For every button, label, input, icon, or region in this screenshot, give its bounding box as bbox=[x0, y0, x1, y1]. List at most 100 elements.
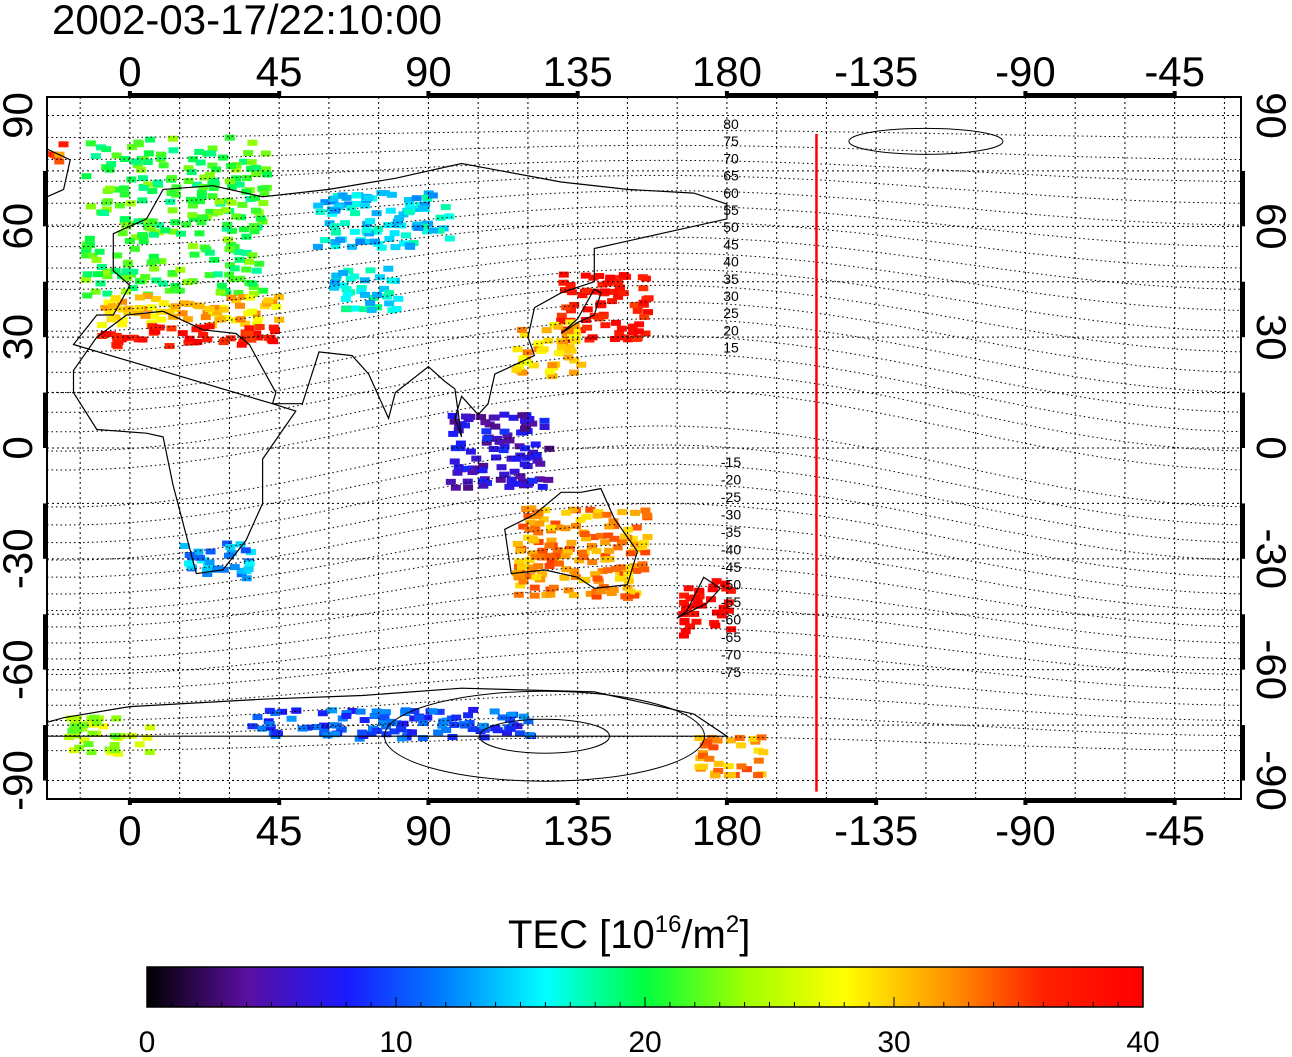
tec-cell bbox=[428, 227, 439, 234]
tec-cell bbox=[526, 505, 537, 512]
colorbar-title-sup: 16 bbox=[655, 911, 682, 938]
tec-cell bbox=[571, 330, 582, 337]
tec-cell bbox=[433, 729, 444, 736]
tec-cell bbox=[1, 139, 11, 145]
tec-cell bbox=[561, 304, 572, 311]
tec-cell bbox=[127, 144, 138, 151]
tec-cell bbox=[537, 483, 548, 490]
coastline bbox=[72, 162, 728, 575]
tec-cell bbox=[145, 724, 156, 731]
tec-cell bbox=[247, 723, 258, 730]
tec-cell bbox=[92, 271, 103, 278]
tec-cell bbox=[391, 306, 402, 313]
tec-cell bbox=[183, 178, 194, 185]
tec-cell bbox=[218, 566, 229, 573]
tec-cell bbox=[207, 162, 218, 169]
tec-cell bbox=[488, 414, 499, 421]
tec-cell bbox=[2, 482, 12, 488]
tec-cell bbox=[119, 191, 130, 198]
tec-cell bbox=[592, 575, 603, 582]
tec-cell bbox=[545, 591, 556, 598]
tec-cell bbox=[637, 561, 648, 568]
tec-cell bbox=[561, 566, 572, 573]
magnetic-latitude-label: 65 bbox=[723, 168, 739, 184]
tec-cell bbox=[434, 227, 445, 234]
tec-cell bbox=[580, 317, 591, 324]
tec-cell bbox=[271, 303, 282, 310]
tec-cell bbox=[13, 633, 23, 639]
tec-cell bbox=[384, 290, 395, 297]
top-longitude-tick-label: 45 bbox=[256, 48, 303, 95]
tec-cell bbox=[447, 412, 458, 419]
left-latitude-ticks: 90 60 30 0 -30 -60 -90 bbox=[0, 92, 41, 811]
tec-cell bbox=[186, 169, 197, 176]
right-latitude-tick-label: 30 bbox=[1248, 314, 1292, 361]
tec-cell bbox=[128, 334, 139, 341]
tec-cell bbox=[521, 454, 532, 461]
tec-cell bbox=[202, 309, 213, 316]
tec-cell bbox=[90, 153, 101, 160]
bottom-longitude-tick-label: 90 bbox=[405, 807, 452, 854]
tec-cell bbox=[221, 225, 232, 232]
tec-cell bbox=[467, 726, 478, 733]
frame-tick bbox=[127, 91, 132, 97]
coastlines bbox=[47, 148, 729, 737]
magnetic-contour bbox=[47, 463, 1241, 544]
tec-cell bbox=[140, 274, 151, 281]
tec-cell bbox=[420, 201, 431, 208]
tec-cell bbox=[758, 749, 769, 756]
colorbar-ticks: 0 10 20 30 40 bbox=[139, 997, 1160, 1057]
tec-cell bbox=[585, 590, 596, 597]
tec-cell bbox=[94, 248, 105, 255]
tec-cell bbox=[207, 193, 218, 200]
magnetic-latitude-label: -30 bbox=[721, 507, 741, 523]
tec-cell bbox=[713, 760, 724, 767]
tec-cell bbox=[125, 200, 136, 207]
tec-cell bbox=[385, 207, 396, 214]
tec-cell bbox=[258, 287, 269, 294]
tec-cell bbox=[356, 288, 367, 295]
tec-cell bbox=[694, 587, 705, 594]
tec-cell bbox=[504, 716, 515, 723]
tec-cell bbox=[373, 225, 384, 232]
tec-cell bbox=[359, 202, 370, 209]
coastline bbox=[47, 687, 729, 737]
tec-cell bbox=[195, 159, 206, 166]
tec-cell bbox=[329, 722, 340, 729]
tec-cell bbox=[347, 707, 358, 714]
tec-cell bbox=[538, 346, 549, 353]
right-latitude-tick-label: -90 bbox=[1248, 750, 1292, 811]
tec-cell bbox=[575, 516, 586, 523]
tec-cell bbox=[260, 150, 271, 157]
magnetic-contour bbox=[47, 606, 1241, 660]
tec-cell bbox=[612, 544, 623, 551]
tec-cell bbox=[394, 215, 405, 222]
magnetic-latitude-label: 45 bbox=[723, 236, 739, 252]
tec-cell bbox=[679, 599, 690, 606]
colorbar-title-prefix: TEC [10 bbox=[508, 913, 655, 957]
tec-cell bbox=[137, 197, 148, 204]
tec-cell bbox=[351, 192, 362, 199]
tec-cell bbox=[536, 554, 547, 561]
tec-cell bbox=[344, 201, 355, 208]
tec-cell bbox=[629, 563, 640, 570]
tec-cell bbox=[450, 484, 461, 491]
tec-cell bbox=[600, 288, 611, 295]
magnetic-latitude-label: 35 bbox=[723, 271, 739, 287]
top-longitude-ticks: 0 45 90 135 180 -135 -90 -45 bbox=[118, 48, 1205, 95]
tec-cell bbox=[96, 322, 107, 329]
tec-cell bbox=[602, 567, 613, 574]
tec-cell bbox=[265, 724, 276, 731]
tec-cell bbox=[488, 446, 499, 453]
tec-cell bbox=[642, 533, 653, 540]
tec-cell bbox=[247, 139, 258, 146]
tec-cell bbox=[708, 744, 719, 751]
tec-cell bbox=[208, 184, 219, 191]
tec-cell bbox=[522, 481, 533, 488]
tec-cell bbox=[199, 324, 210, 331]
tec-cell bbox=[10, 516, 20, 522]
tec-cell bbox=[168, 228, 179, 235]
magnetic-contour bbox=[47, 388, 1241, 471]
tec-cell bbox=[598, 313, 609, 320]
tec-cell bbox=[569, 301, 580, 308]
